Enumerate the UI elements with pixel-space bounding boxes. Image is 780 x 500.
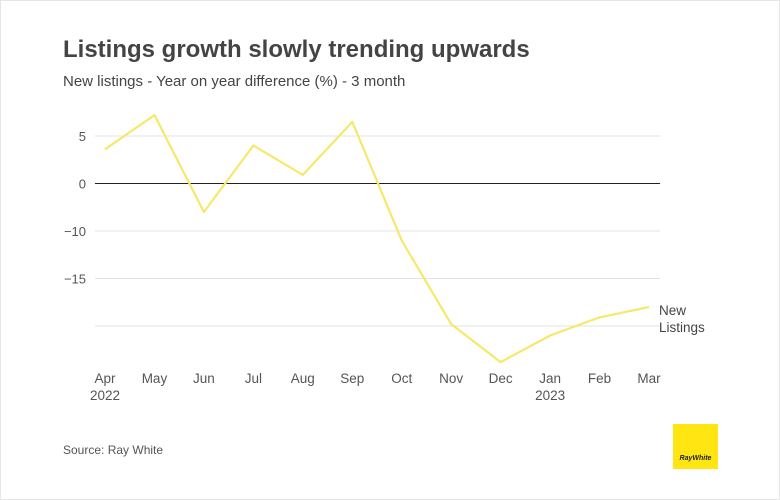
source-note: Source: Ray White (63, 443, 164, 457)
x-tick-label: Apr (94, 371, 116, 386)
x-tick-label: Jan (539, 371, 561, 386)
x-tick-label: Jul (245, 371, 262, 386)
x-tick-label: Oct (391, 371, 412, 386)
x-tick-label: Aug (291, 371, 315, 386)
x-tick-label: May (142, 371, 168, 386)
series-label: Listings (659, 320, 705, 335)
x-year-label: 2022 (90, 388, 120, 403)
x-tick-label: Jun (193, 371, 215, 386)
chart-subtitle: New listings - Year on year difference (… (63, 73, 406, 90)
y-tick-label: 5 (79, 129, 86, 144)
series-line (104, 113, 650, 364)
y-tick-label: −15 (64, 272, 86, 287)
y-tick-label: −10 (64, 224, 86, 239)
x-tick-label: Feb (588, 371, 611, 386)
x-tick-label: Nov (439, 371, 463, 386)
logo-text: RayWhite (679, 455, 712, 462)
x-tick-label: Mar (637, 371, 661, 386)
x-tick-label: Dec (489, 371, 513, 386)
x-year-label: 2023 (535, 388, 565, 403)
y-tick-label: 0 (79, 177, 86, 192)
x-tick-label: Sep (340, 371, 364, 386)
ray-white-logo: RayWhite (673, 424, 718, 469)
series-label: New (659, 303, 686, 318)
chart-title: Listings growth slowly trending upwards (63, 36, 530, 63)
